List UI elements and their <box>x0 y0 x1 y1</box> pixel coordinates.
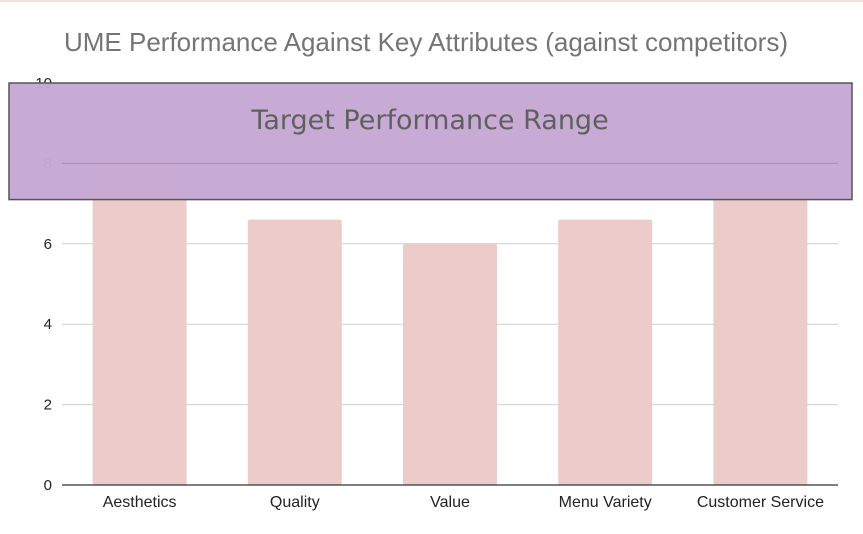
x-category-label-quality: Quality <box>270 494 320 511</box>
bar-quality <box>247 219 342 485</box>
y-tick-label-2: 2 <box>44 397 52 414</box>
bar-customer-service <box>713 183 808 485</box>
top-divider <box>0 0 863 2</box>
chart-title: UME Performance Against Key Attributes (… <box>64 27 788 57</box>
x-category-label-aesthetics: Aesthetics <box>103 494 177 511</box>
y-tick-label-6: 6 <box>44 236 52 253</box>
x-axis-category-labels: Aesthetics Quality Value Menu Variety Custom… <box>103 494 824 511</box>
bar-aesthetics <box>92 155 187 486</box>
bar-menu-variety <box>558 219 653 485</box>
x-category-label-value: Value <box>430 494 470 511</box>
target-range-rect <box>8 82 853 201</box>
x-category-label-customer-service: Customer Service <box>697 494 824 511</box>
bars <box>92 155 808 486</box>
target-range-label: Target Performance Range <box>250 105 608 136</box>
x-category-label-menu-variety: Menu Variety <box>559 494 652 511</box>
target-range-band: Target Performance Range <box>8 82 853 201</box>
y-tick-label-0: 0 <box>44 477 52 494</box>
y-tick-label-4: 4 <box>44 316 52 333</box>
bar-value <box>403 243 497 485</box>
